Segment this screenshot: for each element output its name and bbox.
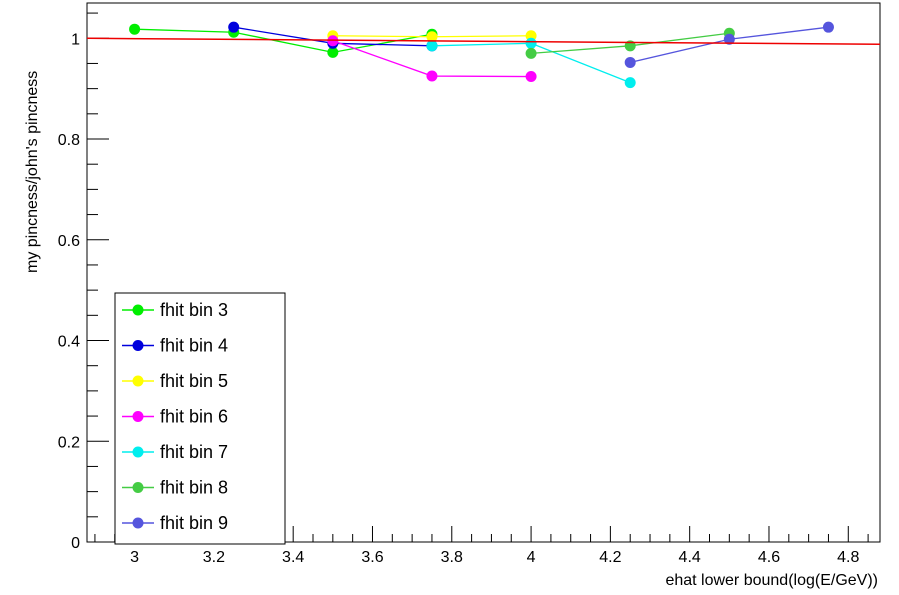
legend-marker: [132, 517, 144, 529]
legend-label: fhit bin 8: [160, 478, 228, 498]
legend: fhit bin 3 fhit bin 4 fhit bin 5 fhit bin 6…: [114, 292, 286, 545]
legend-entry: fhit bin 6: [122, 407, 228, 427]
x-tick-label: 4.6: [758, 549, 780, 566]
legend-entry: fhit bin 9: [122, 513, 228, 533]
x-tick-label: 3.4: [282, 549, 304, 566]
data-point: [525, 71, 537, 83]
reference-line: [86, 37, 881, 46]
y-tick-label: 0.6: [58, 233, 80, 250]
legend-entry: fhit bin 5: [122, 371, 228, 391]
data-point: [624, 77, 636, 89]
legend-marker: [132, 304, 144, 316]
y-tick-label: 0: [71, 535, 80, 552]
legend-marker: [132, 411, 144, 422]
data-point: [129, 23, 141, 35]
legend-entry: fhit bin 8: [122, 478, 228, 498]
legend-marker: [132, 340, 144, 351]
legend-label: fhit bin 5: [160, 371, 228, 391]
legend-marker: [132, 482, 144, 493]
y-tick-label: 0.2: [58, 434, 80, 451]
x-axis-ticks: 3 3.2 3.4 3.6 3.8 4 4.2 4.4 4.6 4.8: [94, 526, 869, 566]
y-tick-label: 0.4: [58, 334, 80, 351]
legend-label: fhit bin 7: [160, 442, 228, 462]
y-tick-label: 1: [71, 31, 80, 48]
y-axis-ticks: 0 0.2 0.4 0.6 0.8 1: [58, 12, 109, 552]
y-tick-label: 0.8: [58, 132, 80, 149]
data-point: [525, 47, 537, 59]
x-tick-label: 4.2: [599, 549, 621, 566]
data-point: [525, 30, 537, 42]
legend-label: fhit bin 3: [160, 300, 228, 320]
data-point: [624, 56, 636, 68]
plot-frame: [86, 2, 881, 543]
series-9: [624, 21, 834, 68]
x-tick-label: 4.4: [679, 549, 701, 566]
data-point: [525, 37, 537, 49]
data-point: [426, 70, 438, 82]
data-point: [228, 21, 240, 33]
series-line: [134, 28, 433, 54]
legend-entry: fhit bin 4: [122, 336, 228, 356]
x-tick-label: 4.8: [837, 549, 859, 566]
legend-entry: fhit bin 7: [122, 442, 228, 462]
x-tick-label: 3.2: [203, 549, 225, 566]
legend-box: [114, 292, 286, 545]
series-layer: [86, 21, 881, 89]
data-point: [426, 31, 438, 43]
data-point: [327, 46, 339, 58]
x-tick-label: 4: [527, 549, 536, 566]
legend-entry: fhit bin 3: [122, 300, 228, 320]
data-point: [723, 33, 735, 45]
x-axis-title: ehat lower bound(log(E/GeV)): [665, 572, 878, 589]
series-7: [426, 37, 636, 89]
legend-marker: [132, 375, 144, 387]
data-point: [822, 21, 834, 33]
data-point: [426, 40, 438, 52]
legend-label: fhit bin 6: [160, 407, 228, 427]
legend-label: fhit bin 4: [160, 336, 228, 356]
x-tick-label: 3.6: [361, 549, 383, 566]
y-axis-title: my pincness/john's pincness: [24, 71, 41, 273]
legend-marker: [132, 446, 144, 458]
x-tick-label: 3.8: [441, 549, 463, 566]
legend-label: fhit bin 9: [160, 513, 228, 533]
x-tick-label: 3: [130, 549, 139, 566]
